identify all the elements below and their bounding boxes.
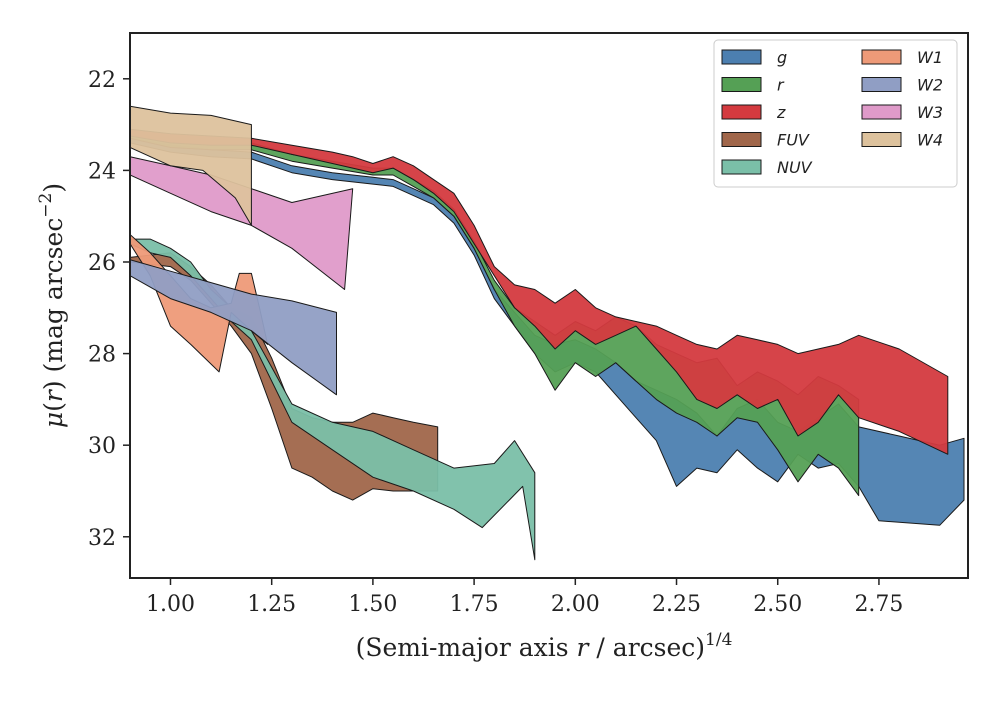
axes: 1.00 1.25 1.50 1.75 2.00 2.25 2.50 2.75 22 24 26 28… (88, 32, 969, 617)
axes-frame (129, 32, 969, 579)
y-tick-label: 22 (88, 68, 116, 93)
legend-swatch-nuv (721, 159, 762, 175)
x-tick-label: 2.75 (854, 592, 903, 617)
legend-label-w4: W4 (917, 131, 943, 150)
y-tick-label: 24 (88, 159, 116, 184)
x-tick-label: 1.25 (247, 592, 296, 617)
legend-swatch-g (721, 49, 762, 65)
y-axis-label: μ(r) (mag arcsec−2) (36, 183, 68, 428)
legend-swatch-w2 (861, 77, 902, 92)
y-tick-label: 32 (88, 526, 116, 551)
legend: grz FUV NUV W1 W2 W3 W4 (713, 39, 958, 188)
legend-label-w1: W1 (917, 48, 943, 67)
legend-swatch-fuv (721, 132, 762, 147)
x-tick-label: 2.00 (551, 592, 600, 617)
x-tick-label: 2.50 (753, 592, 802, 617)
x-tick-label: 2.25 (652, 592, 701, 617)
band-w4 (130, 105, 252, 226)
axis-labels: (Semi-major axis r / arcsec)1/4 μ(r) (mag… (36, 183, 732, 662)
legend-label-r: r (777, 76, 785, 95)
legend-label-w2: W2 (917, 76, 943, 95)
y-tick-label: 30 (88, 434, 116, 459)
y-tick-label: 26 (88, 251, 116, 276)
x-tick-label: 1.50 (348, 592, 397, 617)
legend-label-fuv: FUV (777, 131, 810, 150)
legend-label-g: g (777, 48, 787, 67)
legend-swatch-w1 (861, 49, 902, 65)
x-axis-label: (Semi-major axis r / arcsec)1/4 (356, 630, 733, 662)
legend-label-z: z (776, 103, 786, 122)
plot-area (130, 105, 965, 561)
y-tick-label: 28 (88, 343, 116, 368)
legend-label-w3: W3 (917, 103, 943, 122)
legend-frame (713, 39, 958, 188)
x-tick-label: 1.00 (146, 592, 195, 617)
x-tick-label: 1.75 (450, 592, 499, 617)
legend-swatch-z (721, 104, 762, 120)
band-z (130, 128, 949, 455)
legend-swatch-r (721, 77, 762, 92)
legend-label-nuv: NUV (777, 158, 813, 177)
legend-swatch-w3 (861, 104, 902, 120)
band-w2 (130, 259, 337, 396)
legend-swatch-w4 (861, 132, 902, 147)
